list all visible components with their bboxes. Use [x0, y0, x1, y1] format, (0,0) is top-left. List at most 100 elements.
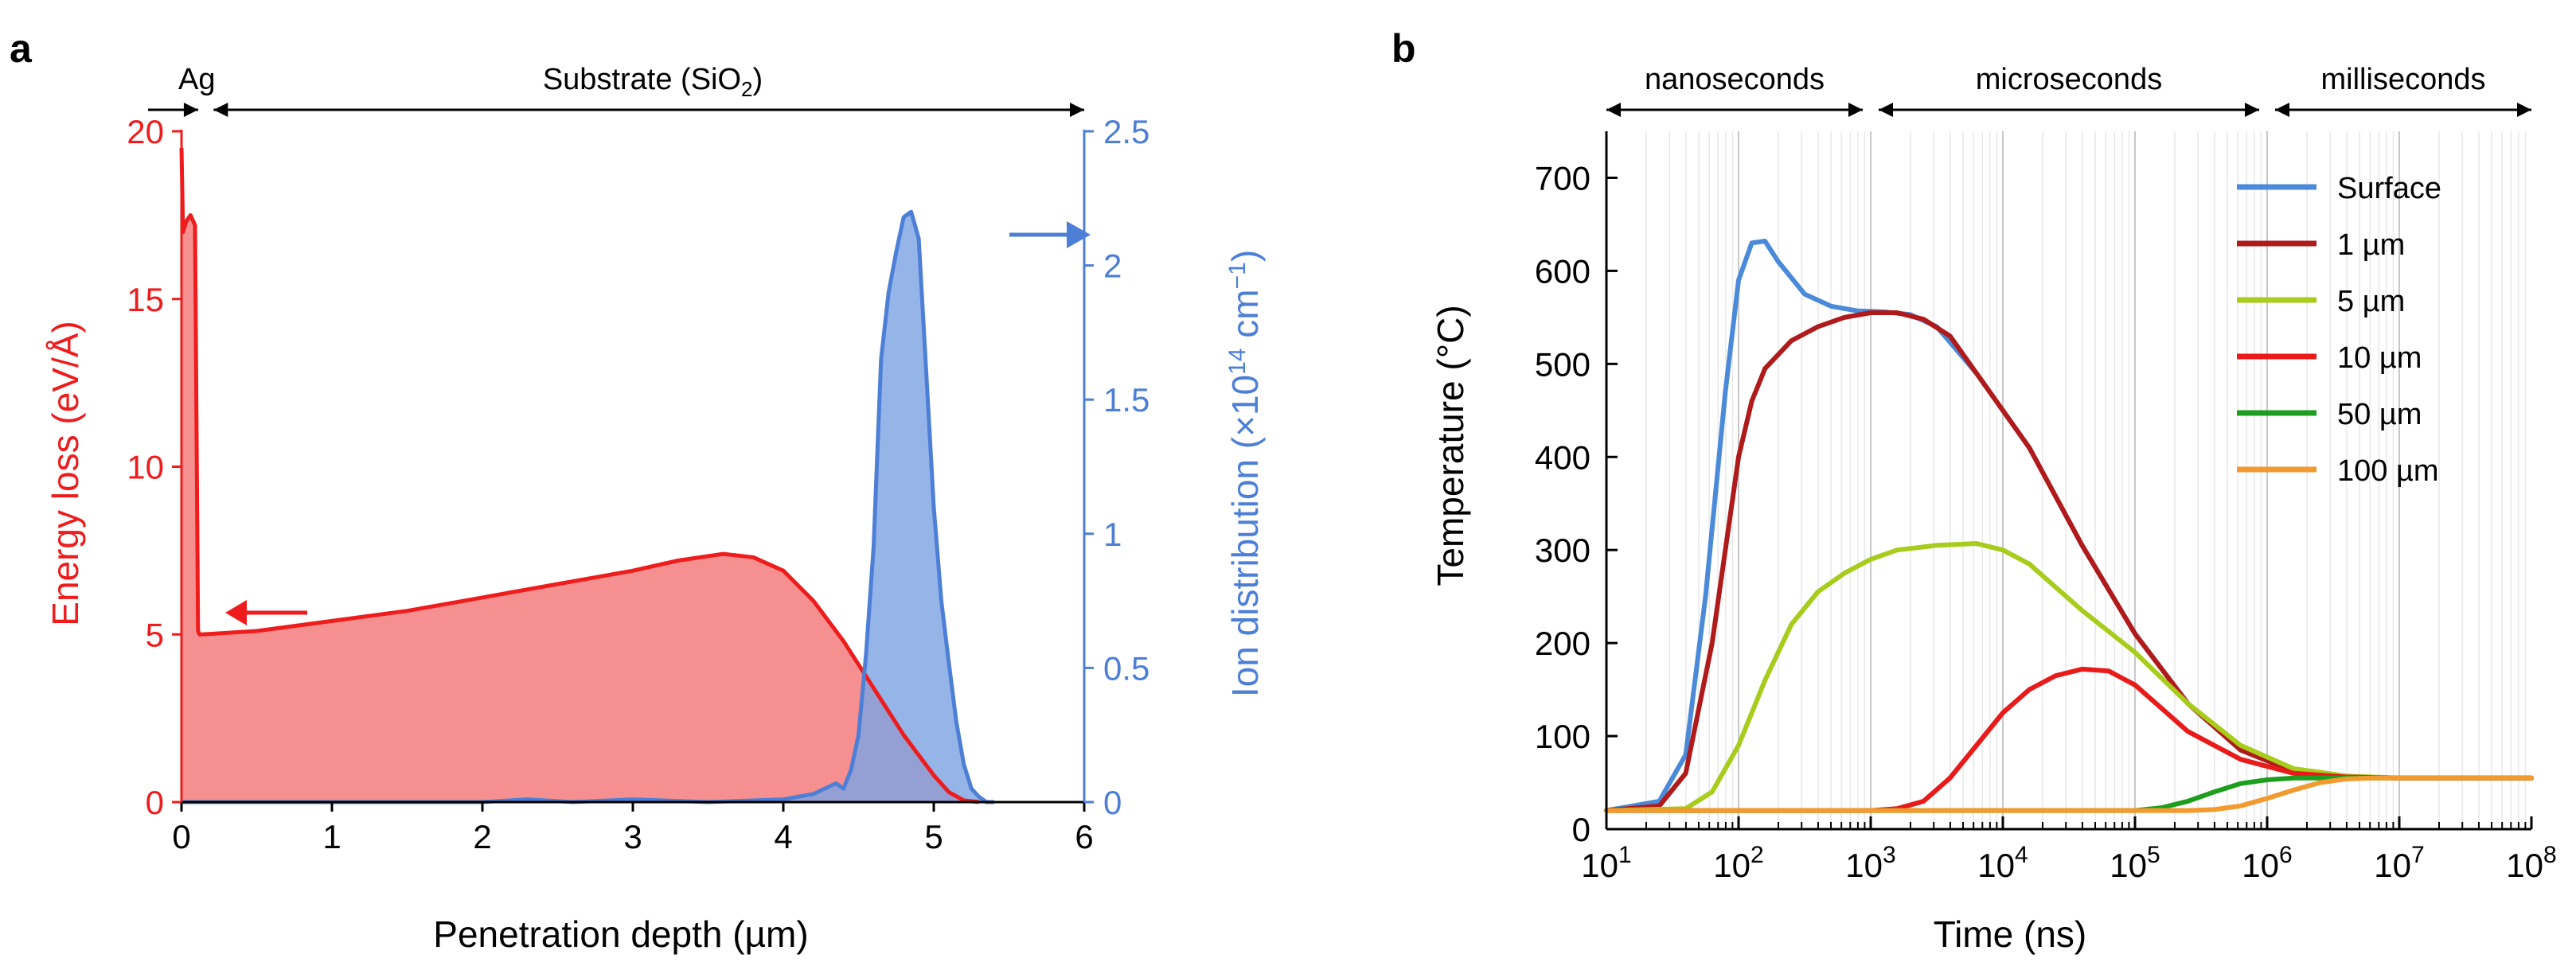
panel-a-y-right-tick-label: 2.5 [1103, 113, 1149, 150]
panel-a-y-left-tick-label: 10 [127, 449, 164, 486]
region-arrow-head-right [1848, 103, 1863, 117]
ylabel-right-exp: 14 [1224, 348, 1251, 374]
panel-b-grid [1645, 131, 2527, 829]
panel-a-regions [148, 103, 1084, 117]
panel-a-y-right-tick-label: 0 [1103, 784, 1122, 821]
panel-a-x-tick-label: 6 [1075, 818, 1093, 855]
panel-b-y-tick-label: 400 [1535, 438, 1590, 476]
panel-a-y-left-label: Energy loss (eV/Å) [45, 321, 86, 625]
energy-loss-line [179, 148, 979, 804]
series-line-100-m [1604, 775, 2534, 813]
panel-b-x-tick-label: 104 [1977, 842, 2028, 884]
panel-b-x-tick-label: 106 [2242, 842, 2292, 884]
panel-a-x-tick-label: 0 [172, 818, 190, 855]
panel-b-x-tick-label: 103 [1845, 842, 1895, 884]
panel-a-y-left-tick-label: 0 [146, 784, 164, 821]
substrate-label-end: ) [753, 63, 763, 96]
substrate-arrow-head-right [1070, 103, 1084, 117]
tick-exponent: 4 [2015, 842, 2028, 868]
legend-label: 5 µm [2337, 285, 2405, 318]
panel-b: b 101 102 103 104 105 106 107 10801002003004005… [1391, 26, 2557, 955]
region-label-milliseconds: milliseconds [2321, 63, 2486, 96]
panel-b-lines [1604, 239, 2534, 813]
region-label-ag: Ag [178, 63, 215, 96]
panel-a-fills [181, 148, 994, 803]
series-line-1-m [1604, 310, 2534, 813]
substrate-arrow-head-left [213, 103, 228, 117]
panel-b-x-tick-label: 101 [1581, 842, 1631, 884]
series-line-5-m [1604, 541, 2534, 813]
legend-label: 50 µm [2337, 398, 2422, 431]
panel-a-y-right-label: Ion distribution (×1014 cm−1) [1224, 250, 1266, 697]
ylabel-right-unit: cm [1224, 289, 1266, 348]
panel-a-x-tick-label: 2 [473, 818, 491, 855]
panel-b-y-tick-label: 200 [1535, 625, 1590, 662]
panel-a-lines [179, 148, 994, 804]
panel-a-y-right-tick-label: 1 [1103, 516, 1122, 553]
ion-distribution-area [181, 212, 994, 802]
panel-b-y-tick-label: 600 [1535, 252, 1590, 290]
panel-b-x-tick-label: 107 [2374, 842, 2424, 884]
ion-distribution-line [181, 209, 994, 804]
panel-a-x-tick-label: 5 [924, 818, 943, 855]
region-arrow-head-right [2245, 103, 2259, 117]
tick-base: 10 [2110, 847, 2147, 884]
panel-b-y-label: Temperature (°C) [1430, 305, 1471, 586]
tick-exponent: 3 [1883, 842, 1896, 868]
region-label-nanoseconds: nanoseconds [1645, 63, 1825, 96]
ylabel-right-unit-exp: −1 [1224, 262, 1251, 289]
panel-a-label: a [10, 26, 33, 71]
panel-a-y-right-tick-label: 2 [1103, 247, 1122, 285]
panel-a-x-label: Penetration depth (µm) [433, 913, 808, 955]
ylabel-right-close: ) [1224, 250, 1266, 262]
panel-a-y-left-tick-label: 15 [127, 281, 164, 318]
panel-b-x-label: Time (ns) [1934, 913, 2087, 955]
panel-b-axes: 101 102 103 104 105 106 107 1080100200300400500… [1535, 131, 2557, 884]
tick-exponent: 1 [1618, 842, 1632, 868]
tick-base: 10 [1977, 847, 2015, 884]
region-arrow-head-right [2517, 103, 2531, 117]
tick-exponent: 5 [2147, 842, 2160, 868]
substrate-label-main: Substrate (SiO [543, 63, 741, 96]
tick-exponent: 8 [2543, 842, 2557, 868]
panel-b-regions: nanoseconds microseconds milliseconds [1606, 63, 2531, 117]
panel-a-y-left-tick-label: 5 [146, 616, 164, 653]
series-line-10-m [1604, 666, 2534, 813]
tick-base: 10 [1713, 847, 1751, 884]
panel-a-y-right-tick-label: 1.5 [1103, 381, 1149, 419]
panel-b-y-tick-label: 0 [1572, 811, 1590, 848]
panel-a-x-tick-label: 4 [774, 818, 792, 855]
tick-base: 10 [2506, 847, 2543, 884]
legend-label: 10 µm [2337, 341, 2422, 375]
region-arrow-head-left [1606, 103, 1621, 117]
region-arrow-head-left [1879, 103, 1893, 117]
energy-axis-arrow [225, 600, 307, 625]
panel-b-y-tick-label: 500 [1535, 345, 1590, 383]
legend-label: 1 µm [2337, 228, 2405, 262]
tick-exponent: 2 [1751, 842, 1764, 868]
panel-a-x-tick-label: 1 [322, 818, 341, 855]
panel-b-y-tick-label: 700 [1535, 159, 1590, 197]
panel-b-x-tick-label: 102 [1713, 842, 1763, 884]
panel-b-x-tick-label: 108 [2506, 842, 2556, 884]
tick-base: 10 [1581, 847, 1618, 884]
panel-b-x-tick-label: 105 [2110, 842, 2160, 884]
region-arrow-head-left [2275, 103, 2289, 117]
panel-b-legend: Surface 1 µm 5 µm 10 µm 50 µm 100 µm [2237, 172, 2441, 488]
panel-a-y-right-tick-label: 0.5 [1103, 649, 1149, 687]
tick-exponent: 7 [2411, 842, 2425, 868]
region-label-microseconds: microseconds [1976, 63, 2162, 96]
region-label-substrate: Substrate (SiO2) [543, 63, 763, 101]
panel-b-y-tick-label: 300 [1535, 532, 1590, 569]
substrate-label-sub: 2 [741, 77, 752, 101]
tick-exponent: 6 [2279, 842, 2293, 868]
legend-label: Surface [2337, 172, 2441, 205]
ag-arrow-head-right [183, 103, 198, 117]
panel-a-x-tick-label: 3 [623, 818, 642, 855]
panel-b-y-tick-label: 100 [1535, 718, 1590, 755]
ylabel-right-main: Ion distribution (×10 [1224, 375, 1266, 697]
energy-loss-area [181, 148, 979, 803]
panel-a-y-left-tick-label: 20 [127, 113, 164, 150]
tick-base: 10 [2242, 847, 2279, 884]
